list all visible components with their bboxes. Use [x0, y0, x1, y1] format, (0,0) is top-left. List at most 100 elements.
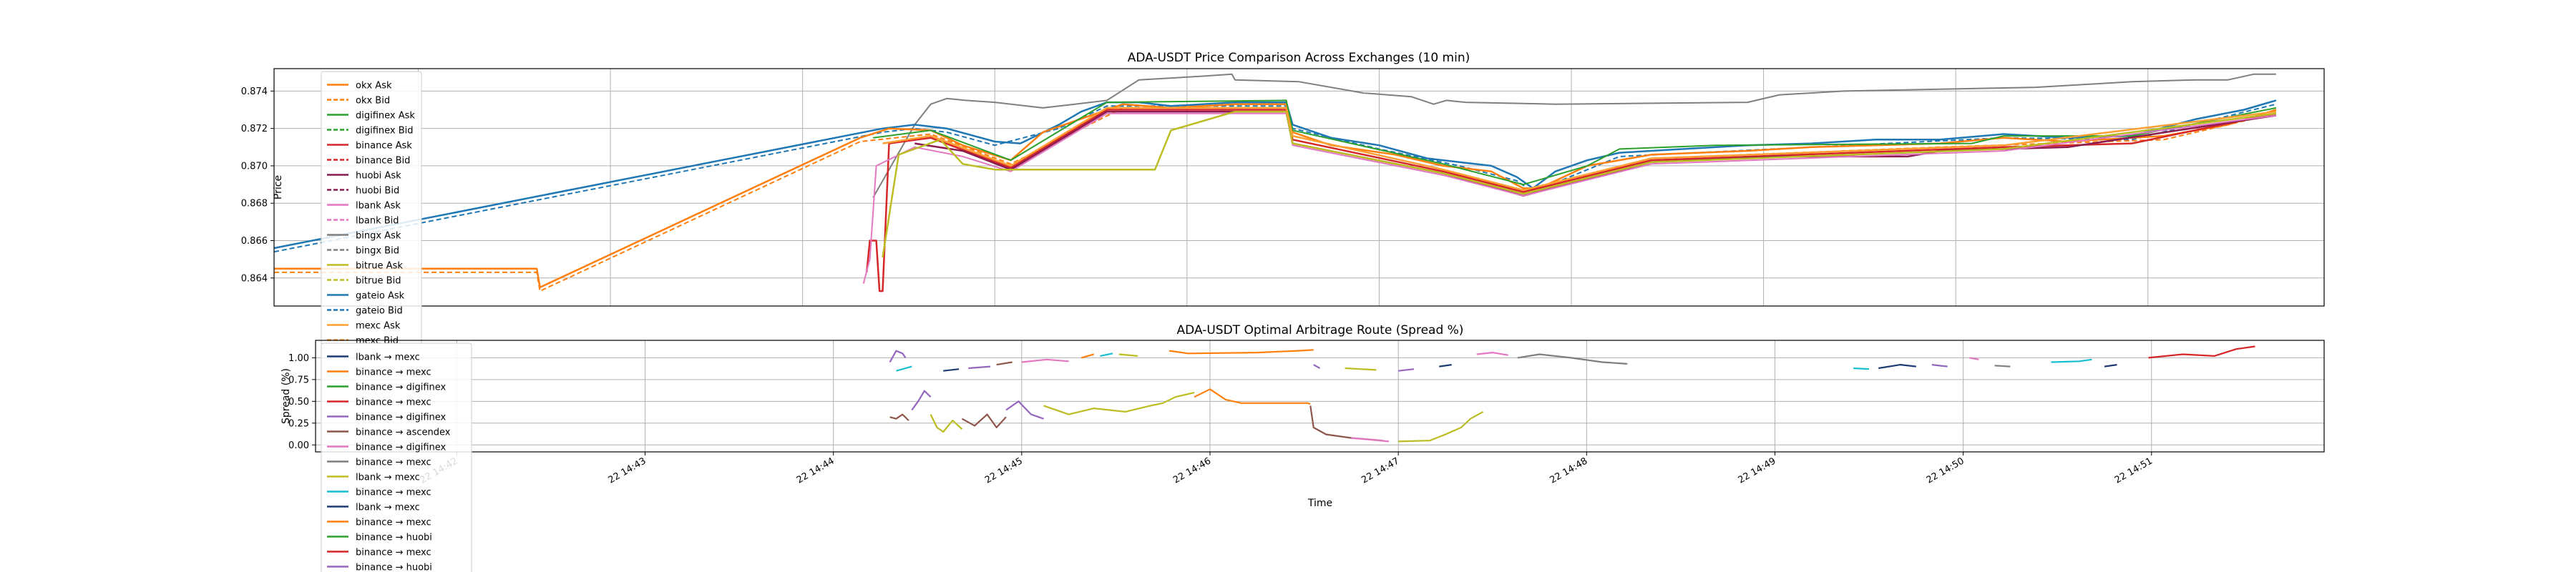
bot-legend-label: binance → mexc — [356, 548, 431, 558]
bot-series-line — [911, 390, 932, 411]
bot-series-line — [2051, 358, 2092, 363]
bot-legend-label: binance → digifinex — [356, 443, 447, 453]
bot-series-line — [1313, 364, 1321, 369]
bot-series-line — [889, 413, 909, 421]
bot-legend-label: binance → ascendex — [356, 428, 451, 438]
bot-series-line — [968, 365, 991, 370]
bot-series-line — [1194, 388, 1311, 405]
top-series-line — [274, 99, 2277, 250]
bot-series-line — [1476, 352, 1508, 356]
top-ytick-label: 0.874 — [241, 87, 268, 97]
bot-legend-label: binance → huobi — [356, 533, 432, 543]
bot-legend-label: binance → mexc — [356, 368, 431, 378]
price-chart-series — [274, 73, 2277, 292]
top-legend-label: okx Bid — [356, 96, 390, 107]
bot-xtick-label: 22 14:46 — [1171, 455, 1213, 485]
bot-series-line — [1043, 392, 1195, 415]
price-chart-title: ADA-USDT Price Comparison Across Exchang… — [1128, 51, 1470, 65]
bot-series-line — [2104, 364, 2117, 368]
top-series-line — [882, 107, 2277, 192]
bot-series-line — [1853, 367, 1870, 370]
top-legend-label: mexc Ask — [356, 321, 401, 332]
top-legend-label: bitrue Bid — [356, 276, 401, 287]
bot-series-line — [1100, 352, 1113, 357]
bot-series-line — [1005, 400, 1044, 420]
bot-xtick-label: 22 14:43 — [607, 455, 648, 485]
spread-chart-ylabel: Spread (%) — [280, 368, 292, 424]
bot-xtick-label: 22 14:45 — [983, 455, 1025, 485]
top-series-line — [862, 112, 2277, 284]
bot-series-line — [1878, 364, 1916, 370]
bot-series-line — [1969, 357, 1979, 360]
top-legend-label: bitrue Ask — [356, 261, 403, 272]
top-ytick-label: 0.868 — [241, 199, 268, 209]
bot-series-line — [1021, 358, 1069, 363]
top-legend-label: lbank Bid — [356, 216, 399, 227]
price-chart-yticks: 0.864 0.866 0.868 0.870 0.872 0.874 — [241, 87, 274, 284]
top-ytick-label: 0.872 — [241, 124, 268, 134]
top-series-line — [872, 99, 2277, 186]
bot-series-line — [1994, 365, 2011, 368]
top-series-line — [274, 103, 2277, 253]
bot-xtick-label: 22 14:49 — [1737, 455, 1778, 485]
bot-series-line — [1080, 353, 1094, 359]
top-legend-label: gateio Bid — [356, 306, 403, 317]
bot-series-line — [1351, 437, 1390, 443]
bot-series-line — [996, 361, 1013, 366]
spread-chart-title: ADA-USDT Optimal Arbitrage Route (Spread… — [1177, 323, 1464, 337]
spread-chart: 0.000.250.500.751.00 22 14:4222 14:4322 … — [280, 323, 2325, 572]
bot-legend-label: binance → mexc — [356, 398, 431, 408]
bot-legend-label: lbank → mexc — [356, 473, 420, 483]
bot-series-line — [1118, 353, 1138, 357]
bot-series-line — [1169, 349, 1314, 355]
bot-series-line — [1397, 368, 1415, 372]
bot-xtick-label: 22 14:50 — [1925, 455, 1966, 485]
top-legend-label: okx Ask — [356, 81, 392, 92]
bot-series-line — [2148, 345, 2255, 359]
price-chart-frame — [273, 68, 2325, 307]
spread-chart-yticks: 0.00 0.25 0.50 0.75 1.00 — [288, 353, 316, 451]
spread-chart-xlabel: Time — [1307, 498, 1332, 509]
bot-legend-label: lbank → mexc — [356, 352, 420, 363]
bot-ytick-label: 0.00 — [288, 440, 309, 451]
spread-chart-frame — [315, 340, 2325, 453]
top-legend-label: digifinex Ask — [356, 111, 415, 122]
bot-ytick-label: 0.50 — [288, 397, 309, 408]
bot-series-line — [1517, 353, 1628, 365]
bot-series-line — [930, 414, 963, 433]
price-comparison-chart: 0.864 0.866 0.868 0.870 0.872 0.874 ADA-USDT … — [241, 51, 2325, 350]
bot-series-line — [896, 365, 912, 372]
top-legend-label: gateio Ask — [356, 291, 405, 302]
price-chart-grid — [274, 69, 2324, 306]
bot-series-line — [1439, 364, 1452, 368]
bot-xtick-label: 22 14:44 — [795, 455, 836, 485]
top-legend-label: binance Bid — [356, 156, 410, 167]
bot-series-line — [943, 368, 960, 372]
bot-xtick-label: 22 14:51 — [2113, 455, 2155, 485]
top-series-line — [882, 110, 2277, 258]
top-legend-label: binance Ask — [356, 141, 412, 152]
top-ytick-label: 0.870 — [241, 161, 268, 172]
bot-legend-label: binance → mexc — [356, 488, 431, 498]
top-legend-label: digifinex Bid — [356, 126, 414, 137]
top-series-line — [274, 103, 2277, 289]
price-chart-ylabel: Price — [273, 175, 284, 199]
spread-chart-series — [889, 345, 2255, 443]
top-series-line — [274, 107, 2277, 292]
bot-ytick-label: 1.00 — [288, 353, 309, 364]
bot-legend-label: lbank → mexc — [356, 503, 420, 513]
top-legend-label: bingx Ask — [356, 231, 401, 242]
bot-series-line — [1931, 364, 1948, 368]
bot-series-line — [961, 413, 1007, 428]
bot-ytick-label: 0.75 — [288, 375, 309, 385]
spread-chart-legend: lbank → mexc binance → mexc binance → digi… — [321, 342, 472, 572]
price-chart-legend: okx Ask okx Bid digifinex Ask digifinex Bid… — [321, 71, 422, 350]
top-series-line — [872, 73, 2276, 198]
bot-legend-label: binance → digifinex — [356, 383, 447, 393]
bot-series-line — [1398, 410, 1484, 443]
top-ytick-label: 0.864 — [241, 273, 268, 284]
top-ytick-label: 0.866 — [241, 236, 268, 247]
bot-ytick-label: 0.25 — [288, 418, 309, 429]
bot-legend-box — [321, 342, 472, 572]
